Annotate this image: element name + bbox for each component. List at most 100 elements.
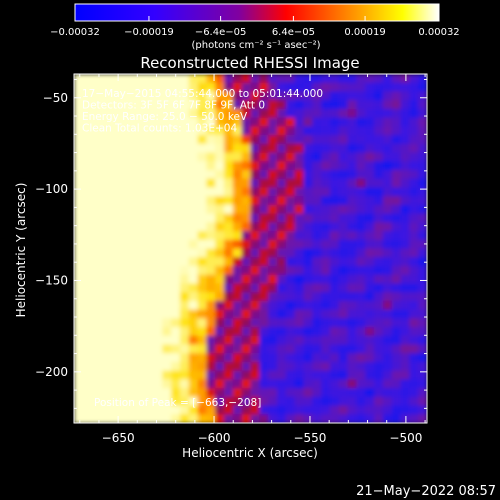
heatmap-cell bbox=[241, 152, 252, 162]
heatmap-cell bbox=[118, 300, 128, 311]
heatmap-cell bbox=[179, 388, 190, 398]
heatmap-cell bbox=[294, 388, 305, 398]
heatmap-cell bbox=[391, 239, 402, 250]
heatmap-cell bbox=[91, 187, 102, 197]
heatmap-cell bbox=[365, 388, 375, 398]
heatmap-cell bbox=[382, 213, 393, 223]
heatmap-cell bbox=[241, 169, 252, 180]
heatmap-cell bbox=[303, 361, 313, 372]
heatmap-cell bbox=[374, 82, 384, 93]
heatmap-cell bbox=[232, 265, 243, 276]
heatmap-cell bbox=[135, 178, 146, 189]
heatmap-image bbox=[74, 74, 427, 423]
heatmap-cell bbox=[171, 344, 181, 354]
heatmap-cell bbox=[338, 169, 349, 180]
heatmap-cell bbox=[74, 396, 84, 407]
heatmap-cell bbox=[135, 222, 146, 232]
heatmap-cell bbox=[215, 344, 225, 354]
heatmap-cell bbox=[206, 257, 216, 267]
heatmap-cell bbox=[250, 414, 260, 423]
heatmap-cell bbox=[312, 370, 322, 380]
heatmap-cell bbox=[321, 300, 331, 311]
heatmap-cell bbox=[329, 239, 340, 250]
heatmap-cell bbox=[162, 300, 172, 311]
heatmap-cell bbox=[215, 405, 225, 415]
heatmap-cell bbox=[224, 327, 234, 337]
heatmap-cell bbox=[179, 169, 190, 180]
heatmap-cell bbox=[241, 74, 252, 84]
heatmap-cell bbox=[259, 292, 269, 302]
heatmap-cell bbox=[109, 327, 119, 337]
heatmap-cell bbox=[171, 152, 181, 162]
heatmap-cell bbox=[312, 257, 322, 267]
heatmap-cell bbox=[329, 265, 340, 276]
heatmap-cell bbox=[356, 379, 366, 389]
heatmap-cell bbox=[338, 196, 349, 206]
heatmap-cell bbox=[365, 169, 375, 180]
heatmap-cell bbox=[276, 239, 287, 250]
heatmap-cell bbox=[153, 161, 163, 171]
heatmap-cell bbox=[74, 292, 84, 302]
heatmap-cell bbox=[197, 283, 207, 293]
heatmap-cell bbox=[171, 309, 181, 319]
heatmap-cell bbox=[153, 388, 163, 398]
heatmap-cell bbox=[268, 344, 278, 354]
heatmap-cell bbox=[365, 335, 375, 346]
heatmap-cell bbox=[365, 344, 375, 354]
heatmap-cell bbox=[74, 257, 84, 267]
heatmap-cell bbox=[312, 196, 322, 206]
heatmap-cell bbox=[303, 161, 313, 171]
heatmap-cell bbox=[268, 292, 278, 302]
heatmap-cell bbox=[347, 327, 357, 337]
heatmap-cell bbox=[285, 405, 296, 415]
heatmap-cell bbox=[391, 196, 402, 206]
heatmap-cell bbox=[312, 169, 322, 180]
heatmap-cell bbox=[285, 248, 296, 258]
heatmap-cell bbox=[162, 100, 172, 110]
heatmap-cell bbox=[250, 126, 260, 136]
heatmap-cell bbox=[241, 196, 252, 206]
heatmap-cell bbox=[126, 388, 137, 398]
heatmap-cell bbox=[153, 292, 163, 302]
heatmap-cell bbox=[400, 143, 410, 154]
heatmap-cell bbox=[268, 143, 278, 154]
heatmap-cell bbox=[418, 126, 427, 136]
heatmap-cell bbox=[100, 309, 110, 319]
heatmap-cell bbox=[250, 91, 260, 101]
heatmap-cell bbox=[329, 108, 340, 119]
heatmap-cell bbox=[294, 213, 305, 223]
heatmap-cell bbox=[276, 169, 287, 180]
heatmap-cell bbox=[250, 309, 260, 319]
heatmap-cell bbox=[409, 169, 419, 180]
heatmap-cell bbox=[206, 91, 216, 101]
heatmap-cell bbox=[250, 335, 260, 346]
heatmap-cell bbox=[409, 91, 419, 101]
heatmap-cell bbox=[153, 327, 163, 337]
heatmap-cell bbox=[276, 152, 287, 162]
heatmap-cell bbox=[188, 300, 199, 311]
heatmap-cell bbox=[126, 161, 137, 171]
heatmap-cell bbox=[259, 318, 269, 328]
heatmap-cell bbox=[329, 143, 340, 154]
heatmap-cell bbox=[144, 257, 155, 267]
heatmap-cell bbox=[276, 300, 287, 311]
heatmap-cell bbox=[409, 135, 419, 145]
heatmap-cell bbox=[171, 108, 181, 119]
heatmap-cell bbox=[153, 344, 163, 354]
heatmap-cell bbox=[356, 318, 366, 328]
heatmap-cell bbox=[294, 231, 305, 241]
heatmap-cell bbox=[197, 327, 207, 337]
heatmap-cell bbox=[382, 300, 393, 311]
heatmap-cell bbox=[162, 108, 172, 119]
heatmap-cell bbox=[374, 196, 384, 206]
heatmap-cell bbox=[82, 213, 93, 223]
heatmap-cell bbox=[100, 327, 110, 337]
heatmap-cell bbox=[74, 74, 84, 84]
heatmap-cell bbox=[126, 222, 137, 232]
heatmap-cell bbox=[206, 344, 216, 354]
heatmap-cell bbox=[100, 370, 110, 380]
heatmap-cell bbox=[100, 283, 110, 293]
heatmap-cell bbox=[347, 100, 357, 110]
heatmap-cell bbox=[259, 152, 269, 162]
heatmap-cell bbox=[109, 405, 119, 415]
